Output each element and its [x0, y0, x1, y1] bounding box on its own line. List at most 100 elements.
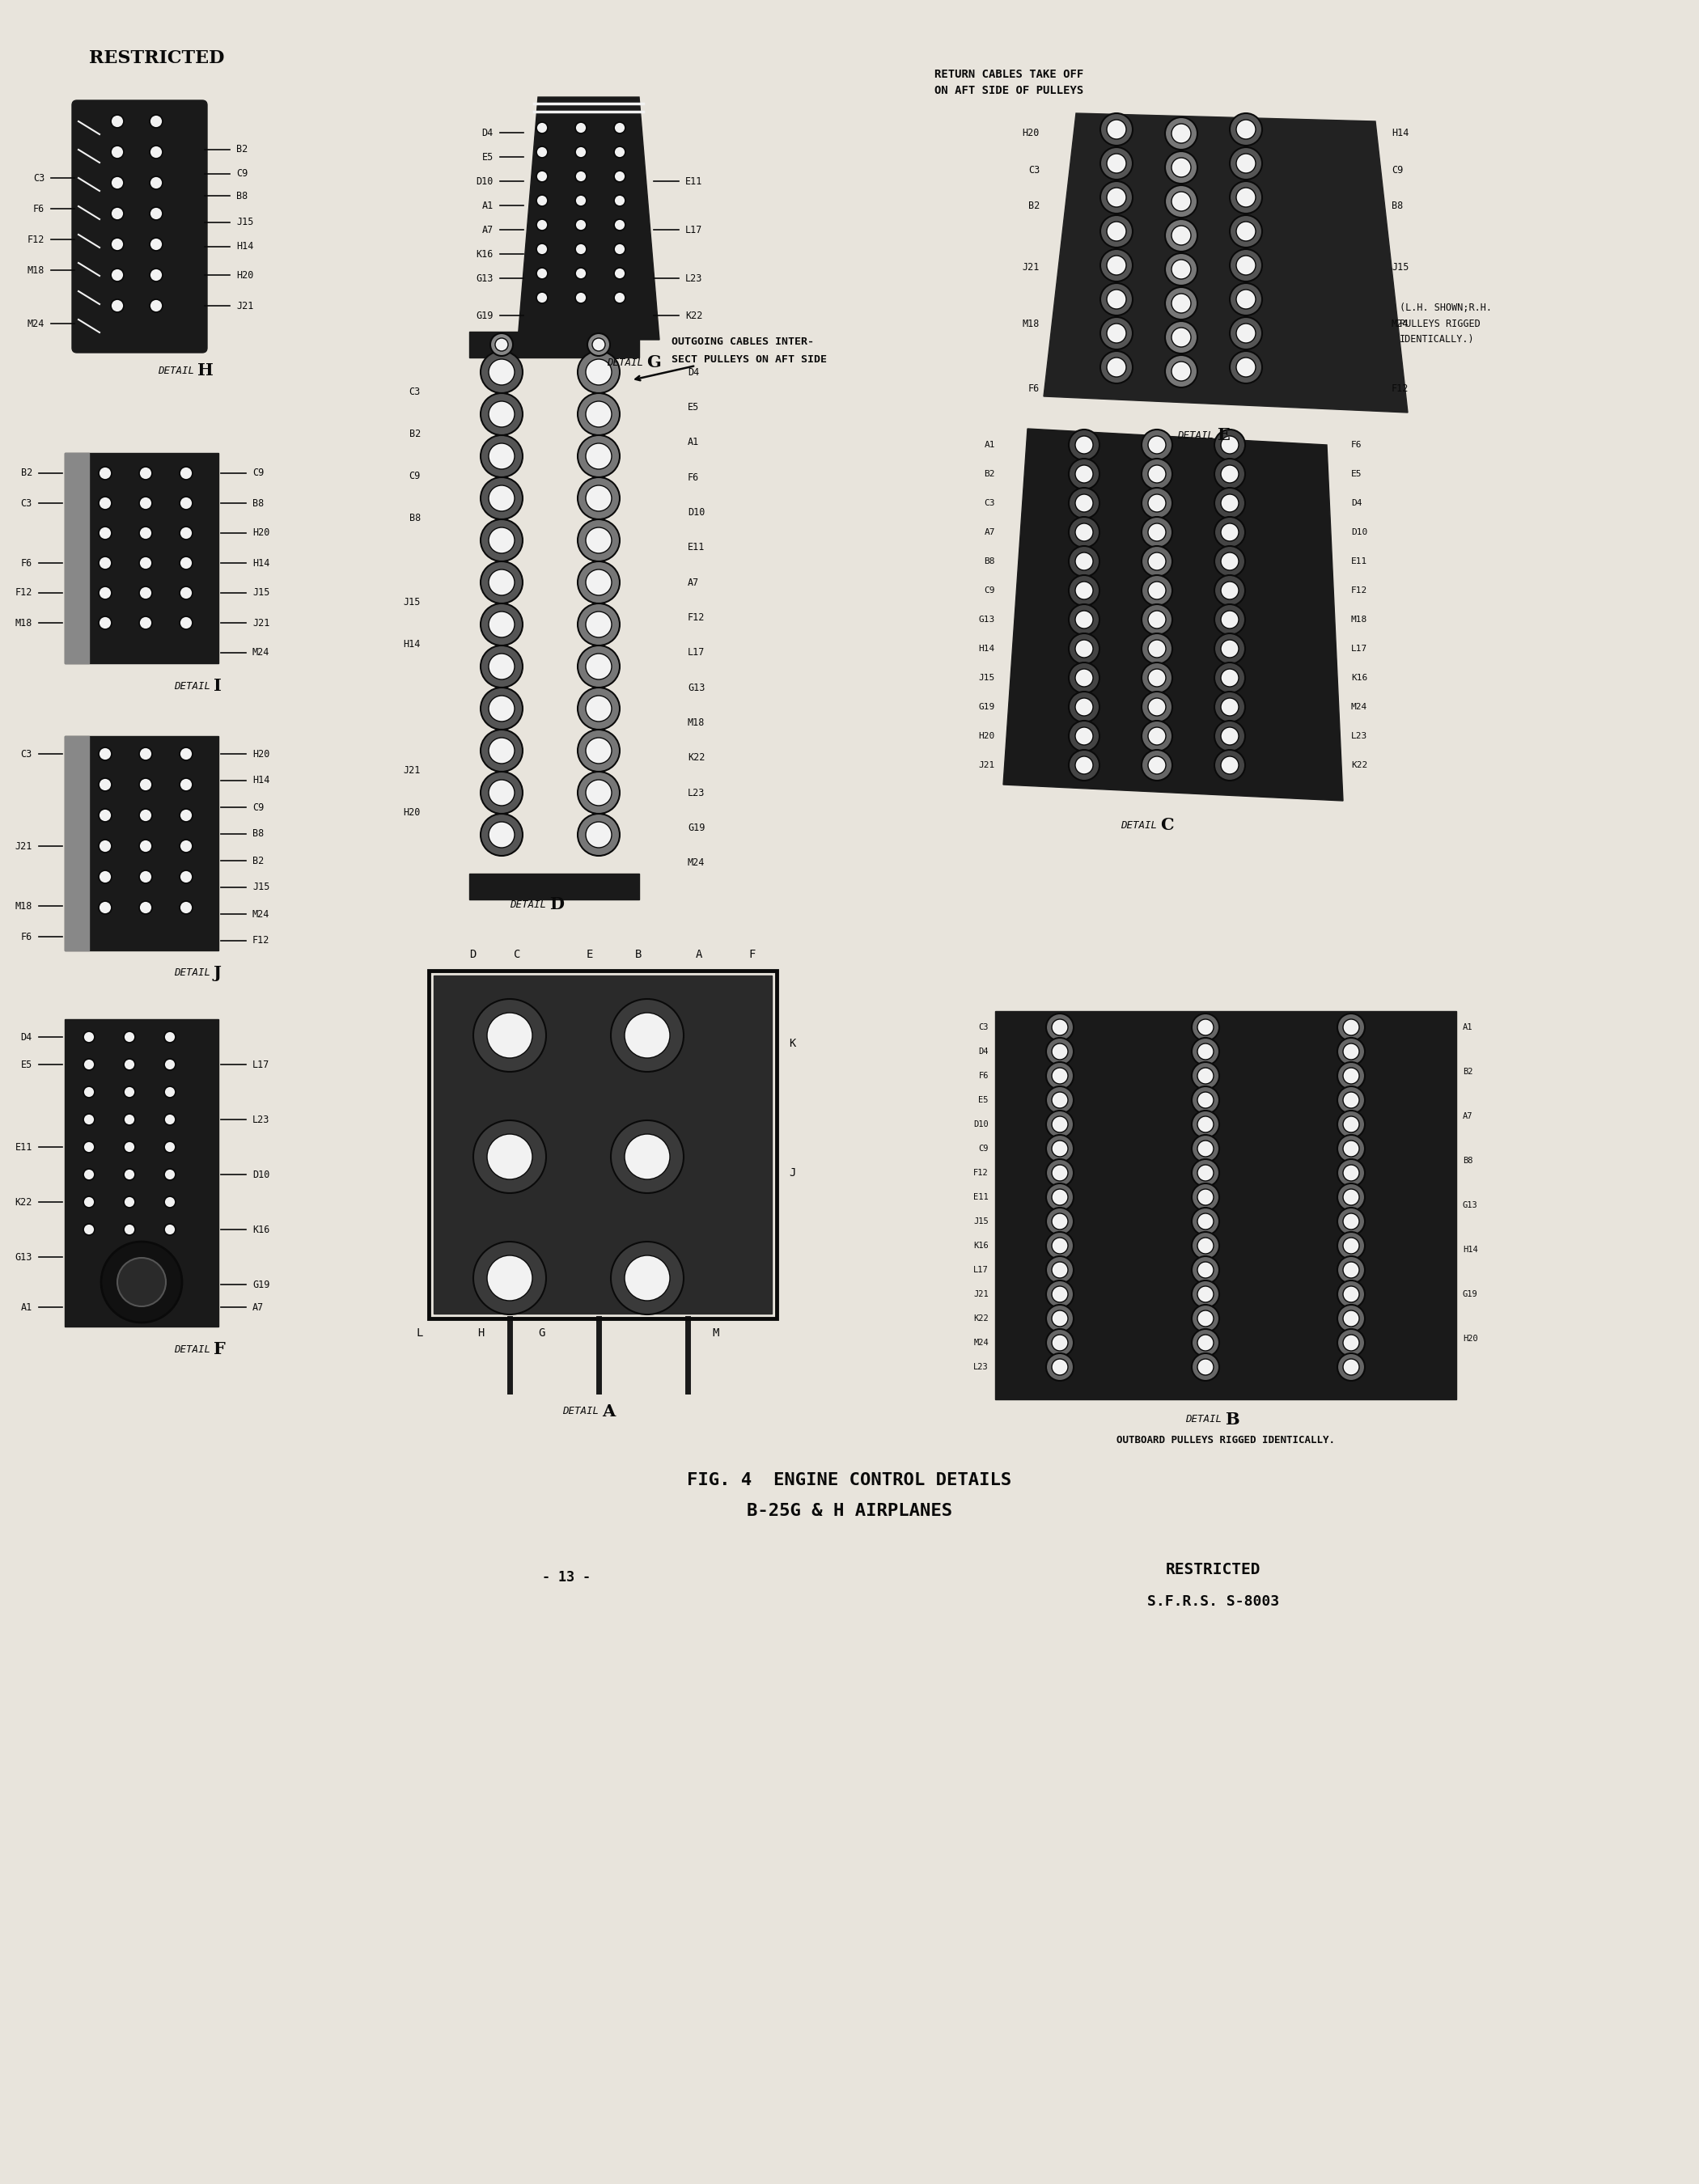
Text: M18: M18 — [688, 716, 705, 727]
Circle shape — [1106, 323, 1126, 343]
Text: DETAIL: DETAIL — [1186, 1415, 1222, 1424]
Circle shape — [1198, 1044, 1213, 1059]
Circle shape — [1198, 1262, 1213, 1278]
Circle shape — [481, 561, 523, 603]
Text: A: A — [697, 948, 703, 961]
Circle shape — [586, 570, 612, 596]
Circle shape — [474, 1120, 545, 1192]
Circle shape — [1342, 1334, 1359, 1352]
Circle shape — [1075, 524, 1092, 542]
Circle shape — [489, 738, 515, 764]
Circle shape — [1101, 284, 1133, 314]
Circle shape — [1342, 1164, 1359, 1182]
Circle shape — [1047, 1256, 1074, 1284]
Text: E5: E5 — [20, 1059, 32, 1070]
Circle shape — [1149, 465, 1166, 483]
Text: B8: B8 — [253, 828, 263, 839]
Text: H20: H20 — [1023, 129, 1040, 140]
Text: F12: F12 — [27, 234, 44, 245]
Circle shape — [576, 269, 586, 280]
Text: G13: G13 — [15, 1251, 32, 1262]
Circle shape — [1101, 146, 1133, 179]
Circle shape — [625, 1133, 669, 1179]
Circle shape — [1052, 1188, 1069, 1206]
Circle shape — [586, 697, 612, 721]
Circle shape — [117, 1258, 167, 1306]
Circle shape — [1342, 1188, 1359, 1206]
Text: C9: C9 — [984, 587, 996, 594]
Circle shape — [102, 1243, 182, 1324]
Circle shape — [150, 207, 163, 221]
Circle shape — [150, 116, 163, 129]
Circle shape — [1222, 612, 1239, 629]
Circle shape — [1342, 1020, 1359, 1035]
Circle shape — [1149, 524, 1166, 542]
Circle shape — [613, 218, 625, 232]
Circle shape — [1142, 574, 1172, 605]
Text: C9: C9 — [1391, 164, 1403, 175]
Circle shape — [139, 526, 153, 539]
Circle shape — [1075, 581, 1092, 598]
Circle shape — [139, 616, 153, 629]
Circle shape — [1230, 181, 1262, 214]
Text: C3: C3 — [20, 498, 32, 509]
Circle shape — [593, 339, 605, 352]
Text: DETAIL: DETAIL — [510, 900, 545, 909]
Circle shape — [1215, 459, 1245, 489]
Circle shape — [1230, 317, 1262, 349]
Circle shape — [1047, 1184, 1074, 1210]
Circle shape — [124, 1168, 136, 1179]
Text: K: K — [788, 1037, 795, 1048]
Circle shape — [1230, 352, 1262, 384]
Circle shape — [1222, 494, 1239, 511]
Circle shape — [1191, 1330, 1220, 1356]
Circle shape — [99, 747, 112, 760]
Text: J15: J15 — [403, 598, 421, 607]
Text: G19: G19 — [253, 1280, 270, 1291]
Circle shape — [124, 1223, 136, 1236]
Circle shape — [1215, 546, 1245, 577]
Circle shape — [489, 402, 515, 428]
Circle shape — [578, 393, 620, 435]
Circle shape — [1166, 321, 1198, 354]
Circle shape — [578, 729, 620, 771]
Circle shape — [99, 526, 112, 539]
Circle shape — [488, 1013, 532, 1057]
Circle shape — [165, 1223, 175, 1236]
Text: F12: F12 — [974, 1168, 989, 1177]
Bar — [65, 736, 219, 950]
Text: B8: B8 — [236, 190, 248, 201]
Circle shape — [1198, 1020, 1213, 1035]
Circle shape — [586, 612, 612, 638]
Circle shape — [1101, 181, 1133, 214]
Text: I: I — [214, 677, 221, 695]
Circle shape — [578, 520, 620, 561]
Text: C3: C3 — [20, 749, 32, 760]
Circle shape — [1337, 1232, 1364, 1260]
Circle shape — [1149, 494, 1166, 511]
Text: DETAIL: DETAIL — [158, 365, 194, 376]
Circle shape — [1191, 1061, 1220, 1090]
Circle shape — [578, 815, 620, 856]
Polygon shape — [1043, 114, 1408, 413]
Circle shape — [1337, 1112, 1364, 1138]
Circle shape — [578, 603, 620, 646]
Text: J15: J15 — [979, 675, 996, 681]
Circle shape — [586, 358, 612, 384]
Circle shape — [481, 393, 523, 435]
Circle shape — [1106, 153, 1126, 173]
Text: B2: B2 — [20, 467, 32, 478]
Text: C9: C9 — [236, 168, 248, 179]
Circle shape — [1342, 1262, 1359, 1278]
Text: D4: D4 — [688, 367, 700, 378]
Circle shape — [165, 1031, 175, 1042]
Circle shape — [124, 1085, 136, 1099]
Circle shape — [1198, 1214, 1213, 1230]
Circle shape — [1142, 749, 1172, 780]
Circle shape — [1142, 546, 1172, 577]
Circle shape — [139, 587, 153, 598]
Text: G19: G19 — [979, 703, 996, 712]
Circle shape — [488, 1133, 532, 1179]
Circle shape — [110, 269, 124, 282]
Circle shape — [1191, 1160, 1220, 1186]
